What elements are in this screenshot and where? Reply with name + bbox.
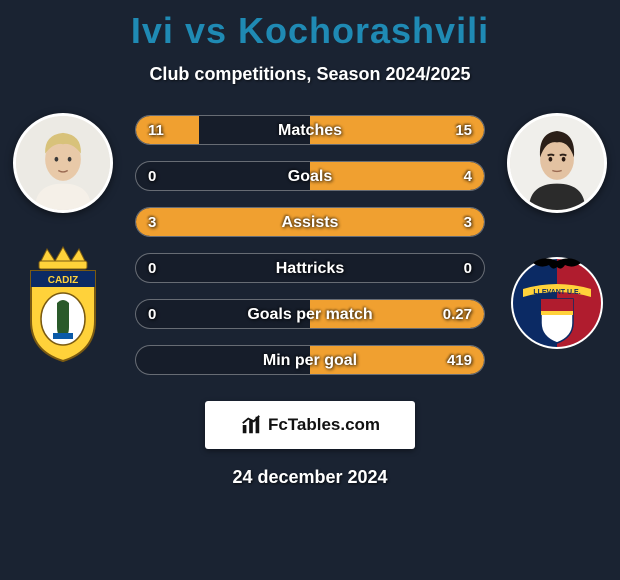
stat-row: Hattricks0 0 — [135, 253, 485, 283]
player2-avatar-svg — [510, 116, 604, 210]
stat-val-right: 0 — [464, 254, 472, 283]
svg-text:LLEVANT U.E.: LLEVANT U.E. — [533, 289, 580, 296]
branding-text: FcTables.com — [268, 415, 380, 435]
stat-val-right: 3 — [464, 208, 472, 237]
stat-label: Goals per match — [136, 300, 484, 329]
stat-val-left: 0 — [148, 254, 156, 283]
right-column: LLEVANT U.E. — [502, 113, 612, 363]
stat-row: Goals0 4 — [135, 161, 485, 191]
stat-val-right: 4 — [464, 162, 472, 191]
stat-val-right: 15 — [455, 116, 472, 145]
content-area: CADIZ — [0, 113, 620, 488]
stat-row: Assists3 3 — [135, 207, 485, 237]
stat-val-left: 3 — [148, 208, 156, 237]
subtitle: Club competitions, Season 2024/2025 — [0, 64, 620, 85]
levante-crest-svg: LLEVANT U.E. — [507, 243, 607, 363]
stat-bars: Matches1115Goals04Assists33Hattricks00Go… — [135, 113, 485, 375]
left-column: CADIZ — [8, 113, 118, 363]
stat-label: Assists — [136, 208, 484, 237]
vs-text: vs — [185, 10, 227, 51]
chart-icon — [240, 414, 262, 436]
stat-val-left: 0 — [148, 300, 156, 329]
stat-label: Min per goal — [136, 346, 484, 375]
cadiz-crest-svg: CADIZ — [13, 243, 113, 363]
stat-label: Hattricks — [136, 254, 484, 283]
crest-left: CADIZ — [13, 243, 113, 363]
stat-row: Goals per match0 0.27 — [135, 299, 485, 329]
player1-avatar — [13, 113, 113, 213]
player2-avatar — [507, 113, 607, 213]
player1-name: Ivi — [131, 10, 174, 51]
stat-val-right: 419 — [447, 346, 472, 375]
stat-val-left: 11 — [148, 116, 164, 145]
player2-name: Kochorashvili — [238, 10, 489, 51]
stat-row: Matches11 15 — [135, 115, 485, 145]
stat-row: Min per goal419 — [135, 345, 485, 375]
stat-val-left: 0 — [148, 162, 156, 191]
stat-label: Matches — [136, 116, 484, 145]
stat-label: Goals — [136, 162, 484, 191]
footer-date: 24 december 2024 — [10, 467, 610, 488]
page-title: Ivi vs Kochorashvili — [0, 10, 620, 52]
comparison-card: Ivi vs Kochorashvili Club competitions, … — [0, 0, 620, 488]
player1-avatar-svg — [16, 116, 110, 210]
branding-badge: FcTables.com — [205, 401, 415, 449]
svg-text:CADIZ: CADIZ — [48, 275, 79, 286]
stat-val-right: 0.27 — [443, 300, 472, 329]
crest-right: LLEVANT U.E. — [507, 243, 607, 363]
